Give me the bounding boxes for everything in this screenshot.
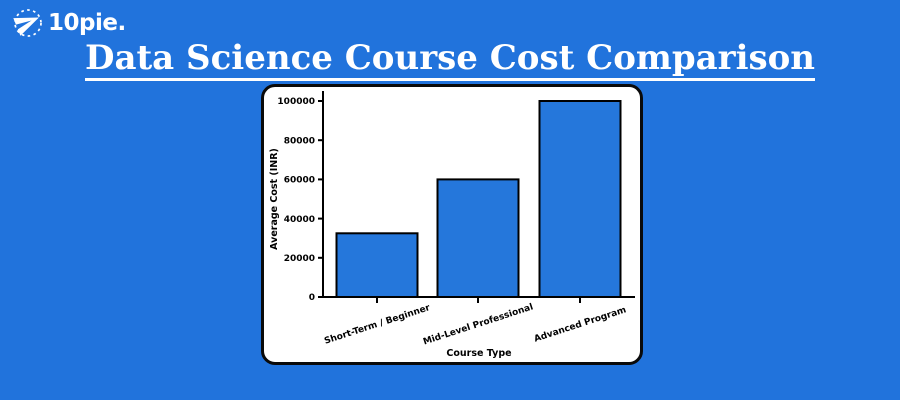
page-title: Data Science Course Cost Comparison [0, 41, 900, 81]
x-tick-label: Mid-Level Professional [422, 302, 534, 347]
chart-card: 0 20000 40000 60000 80000 100000 Short-Term / … [261, 84, 643, 365]
page-title-text: Data Science Course Cost Comparison [84, 41, 816, 81]
logo-text: 10pie. [48, 10, 126, 36]
bar [335, 232, 419, 299]
y-tick-label: 0 [309, 293, 315, 303]
y-axis-label: Average Cost (INR) [269, 148, 280, 250]
logo: 10pie. [13, 8, 126, 38]
bar [436, 178, 520, 298]
y-tick-label: 20000 [284, 254, 315, 264]
y-tick-label: 80000 [284, 136, 315, 146]
x-tick-label: Short-Term / Beginner [323, 303, 432, 347]
paper-plane-icon [13, 9, 42, 37]
bar-chart: 0 20000 40000 60000 80000 100000 Short-Term / … [269, 91, 635, 359]
y-tick-label: 40000 [284, 215, 315, 225]
y-tick-label: 60000 [284, 176, 315, 186]
bar [538, 100, 622, 298]
x-tick-label: Advanced Program [533, 305, 628, 344]
y-tick-label: 100000 [277, 97, 315, 107]
x-axis-label: Course Type [446, 348, 511, 359]
